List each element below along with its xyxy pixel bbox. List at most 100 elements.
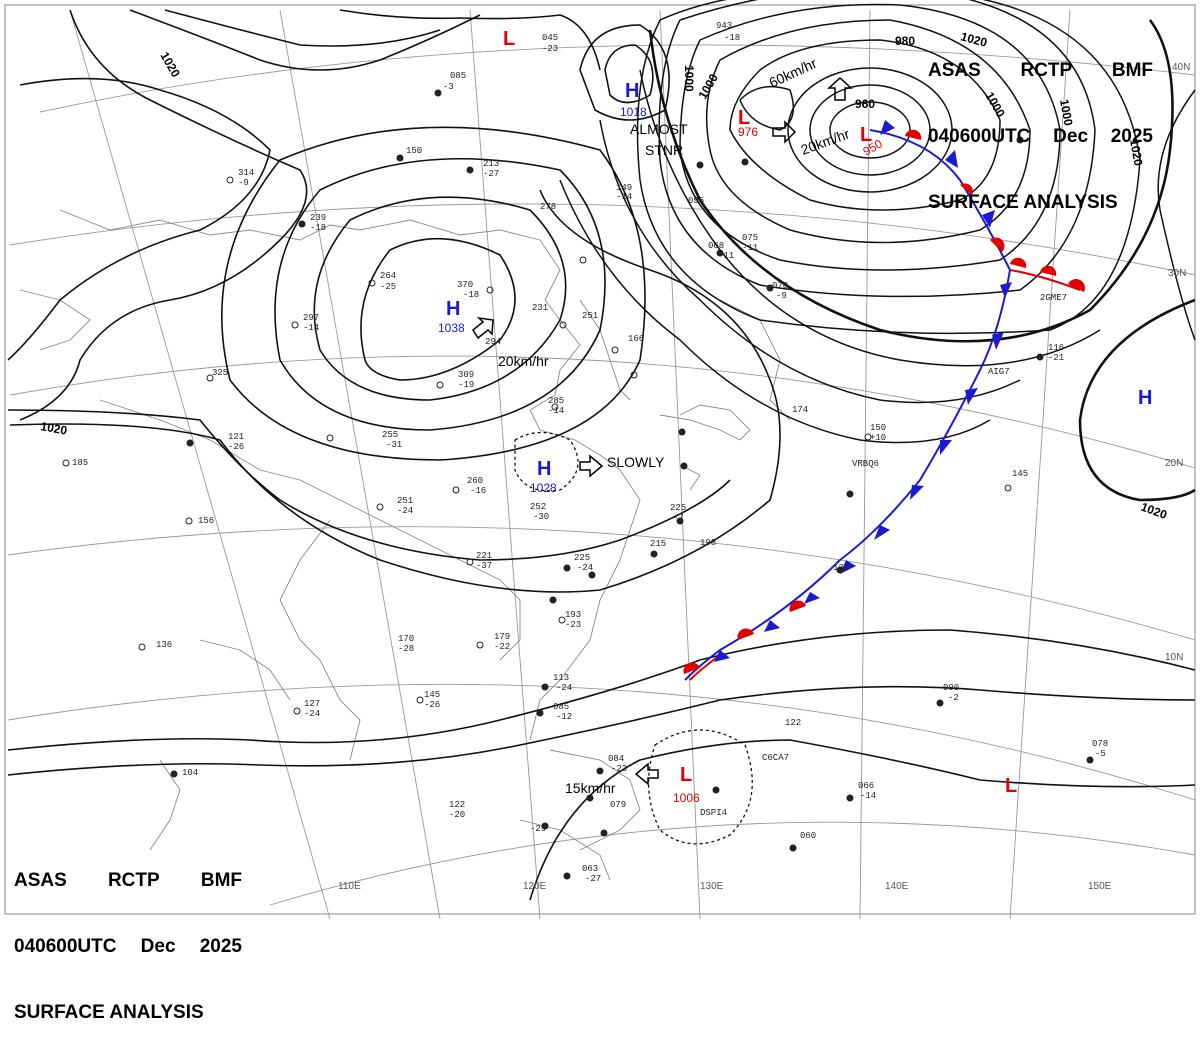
high-center-symbol: H (1138, 387, 1152, 409)
cold-front-triangles (714, 120, 1012, 662)
header-time: 040600UTC (14, 936, 117, 957)
station-value: -11 (718, 251, 734, 261)
station-value: 213 (483, 159, 499, 169)
station-value: -20 (449, 810, 465, 820)
station-value: 225 (574, 553, 590, 563)
station-value: 156 (198, 516, 214, 526)
station-value: 198 (700, 538, 716, 548)
station-value: 085 (450, 71, 466, 81)
station-value: 045 (542, 33, 558, 43)
isobar-label: 1000 (682, 65, 696, 92)
station-value: -29 (530, 824, 546, 834)
station-value: -27 (585, 874, 601, 884)
station-value: -18 (310, 223, 326, 233)
high-center-symbol: H (446, 298, 460, 320)
motion-label: ALMOST (630, 121, 688, 137)
high-center-symbol: H (625, 80, 639, 102)
station-markers (62, 89, 1094, 880)
motion-label: SLOWLY (607, 454, 665, 470)
header-month: Dec (1053, 126, 1089, 147)
header-year: 2025 (1110, 126, 1153, 147)
station-value: 079 (610, 800, 626, 810)
header-bottom-left: ASAS RCTP BMF 040600UTC Dec 2025 SURFACE… (14, 826, 242, 1046)
header-month: Dec (140, 936, 176, 957)
station-value: AIG7 (988, 367, 1010, 377)
station-value: 325 (212, 368, 228, 378)
low-center-symbol: L (860, 124, 872, 146)
lat-label: 30N (1168, 268, 1186, 279)
station-value: 150 (870, 423, 886, 433)
station-value: 370 (457, 280, 473, 290)
station-value: 215 (650, 539, 666, 549)
header-product: SURFACE ANALYSIS (928, 192, 1118, 213)
station-value: 174 (792, 405, 808, 415)
lat-label: 40N (1172, 62, 1190, 73)
station-value: 060 (800, 831, 816, 841)
header-top-right: ASAS RCTP BMF 040600UTC Dec 2025 SURFACE… (928, 16, 1153, 236)
station-value: 251 (397, 496, 413, 506)
low-center-symbol: L (738, 107, 750, 129)
station-value: 078 (772, 281, 788, 291)
station-value: 068 (708, 241, 724, 251)
station-value: 104 (182, 768, 198, 778)
station-value: -3 (443, 82, 454, 92)
station-value: 255 (382, 430, 398, 440)
station-value: 075 (742, 233, 758, 243)
station-value: 113 (553, 673, 569, 683)
station-value: -23 (611, 764, 627, 774)
station-value: 239 (310, 213, 326, 223)
station-value: 145 (424, 690, 440, 700)
station-value: 090 (943, 683, 959, 693)
weather-map: 1020 1000 980 960 1000 1020 1020 1020 10… (4, 0, 1196, 919)
station-value: -23 (542, 44, 558, 54)
station-value: 085 (553, 702, 569, 712)
lon-label: 130E (700, 881, 724, 892)
lon-label: 120E (523, 881, 547, 892)
station-value: -26 (424, 700, 440, 710)
station-value: -2 (948, 693, 959, 703)
station-value: 260 (467, 476, 483, 486)
station-observations: 045 -23 085 -3 150 213 -27 149 -14 278 3… (72, 21, 1108, 884)
coastlines (19, 209, 791, 881)
station-value: 231 (532, 303, 548, 313)
header-source: BMF (200, 870, 242, 891)
lon-label: 140E (885, 881, 909, 892)
station-value: 193 (565, 610, 581, 620)
station-value: 122 (785, 718, 801, 728)
station-value: 170 (398, 634, 414, 644)
lon-label: 110E (338, 881, 361, 892)
station-value: -5 (1095, 749, 1106, 759)
station-value: 130 (833, 563, 849, 573)
station-value: 150 (406, 146, 422, 156)
motion-arrows (472, 76, 853, 786)
station-value: 063 (582, 864, 598, 874)
low-center-symbol: L (680, 764, 692, 786)
lat-lon-grid (7, 9, 1196, 919)
station-value: 943 (716, 21, 732, 31)
low-center-value: 1006 (673, 791, 700, 805)
station-value: 166 (628, 334, 644, 344)
station-value: 297 (303, 313, 319, 323)
station-value: 179 (494, 632, 510, 642)
coordinate-labels: 40N 30N 20N 10N 110E 120E 130E 140E 150E (338, 62, 1190, 892)
station-value: 122 (449, 800, 465, 810)
station-value: 285 (548, 396, 564, 406)
header-product: SURFACE ANALYSIS (14, 1002, 204, 1023)
isobar-label: 1020 (1127, 138, 1145, 167)
station-value: 252 (530, 502, 546, 512)
station-value: -9 (776, 291, 787, 301)
station-value: -7 (673, 513, 684, 523)
station-value: DSPI4 (700, 808, 727, 818)
lat-label: 10N (1165, 652, 1183, 663)
station-value: -18 (463, 290, 479, 300)
high-center-value: 1038 (438, 321, 465, 335)
station-value: 225 (670, 503, 686, 513)
high-center-value: 1028 (530, 481, 557, 495)
station-value: VRBQ6 (852, 459, 879, 469)
isobar-label: 1020 (959, 29, 989, 50)
low-center-value: 976 (738, 125, 758, 139)
header-source: BMF (1111, 60, 1153, 81)
station-value: -11 (742, 243, 758, 253)
station-value: -14 (616, 192, 632, 202)
station-value: 127 (304, 699, 320, 709)
